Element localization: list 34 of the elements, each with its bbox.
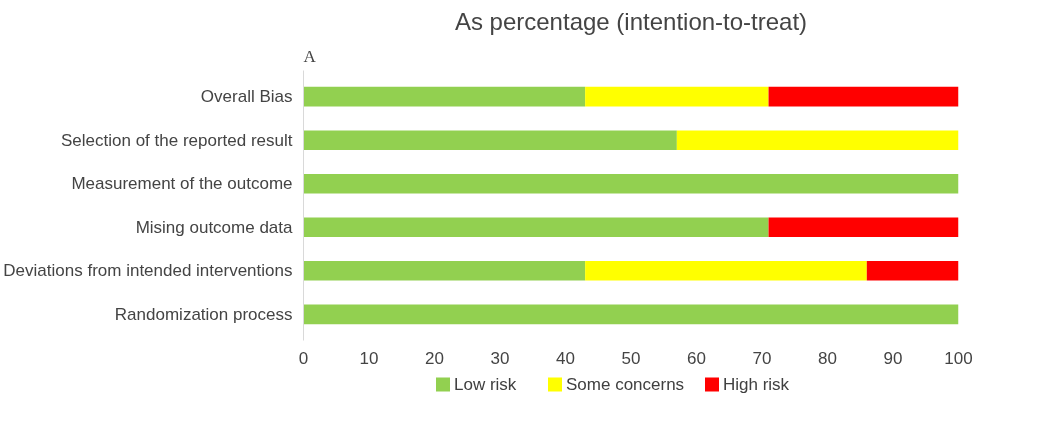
text: A (303, 46, 317, 66)
x-tick-label: 10 (359, 348, 379, 368)
x-tick-label: 0 (298, 348, 309, 368)
x-tick-label: 60 (687, 348, 706, 368)
y-tick-label: Measurement of the outcome (71, 174, 293, 194)
y-tick-label: Selection of the reported result (60, 130, 293, 150)
y-tick-label: Randomization process (114, 304, 293, 324)
y-tick-label: Mising outcome data (135, 217, 294, 237)
bar (303, 261, 586, 281)
y-tick-label: Overall Bias (200, 87, 293, 107)
bar (303, 86, 586, 107)
legend-label: Low risk (454, 375, 517, 394)
bar (585, 86, 769, 107)
x-tick-label: 20 (425, 348, 444, 368)
bar (768, 86, 959, 107)
y-tick-label: Deviations from intended interventions (3, 261, 293, 281)
bar (676, 130, 959, 150)
x-tick-label: 70 (752, 348, 772, 368)
x-tick-label: 80 (818, 348, 837, 368)
x-tick-label: 90 (883, 348, 903, 368)
x-tick-label: 100 (944, 348, 973, 368)
x-tick-label: 40 (556, 348, 575, 368)
x-tick-label: 30 (490, 348, 510, 368)
bar (303, 217, 769, 238)
bar (303, 304, 959, 325)
bar (585, 261, 867, 281)
legend-label: Some concerns (566, 375, 685, 394)
bar (303, 130, 677, 150)
bar (866, 261, 959, 281)
x-tick-label: 50 (621, 348, 641, 368)
bar (768, 217, 959, 238)
legend-label: High risk (723, 375, 790, 394)
bar (303, 173, 959, 194)
chart-title: As percentage (intention-to-treat) (454, 7, 808, 35)
